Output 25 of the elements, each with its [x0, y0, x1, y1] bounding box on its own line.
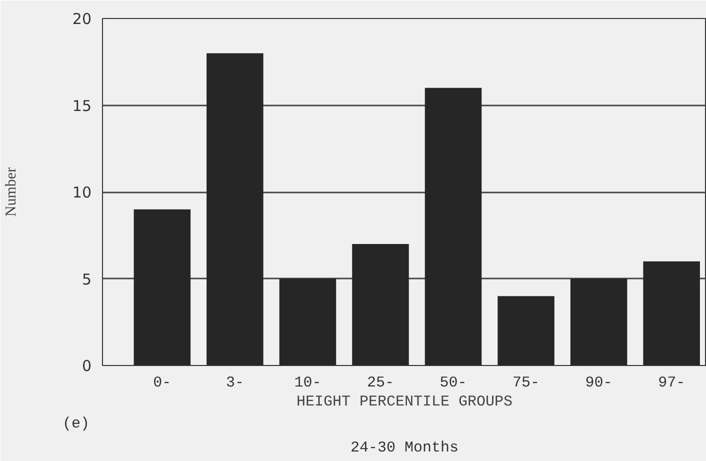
- y-tick-label: 15: [72, 96, 92, 115]
- bar: [424, 88, 482, 366]
- bar: [498, 296, 554, 366]
- bar: [352, 244, 409, 366]
- bar: [206, 53, 264, 366]
- x-tick-label: 50-: [440, 374, 467, 392]
- x-tick-label: 90-: [585, 374, 612, 392]
- bar: [643, 261, 700, 366]
- x-tick-label: 10-: [294, 374, 322, 392]
- text: (e): [62, 416, 90, 432]
- y-tick-label: 10: [72, 184, 92, 202]
- bar: [279, 278, 336, 366]
- y-tick-label: 20: [72, 10, 92, 28]
- text: 24-30 Months: [350, 440, 459, 456]
- x-tick-label: 25-: [366, 374, 394, 392]
- x-tick-label: 97-: [658, 374, 686, 392]
- bar: [134, 209, 191, 366]
- x-tick-label: 0-: [153, 374, 172, 392]
- y-tick-label: 5: [82, 270, 92, 288]
- x-tick-label: 75-: [512, 374, 540, 392]
- x-axis-title: HEIGHT PERCENTILE GROUPS: [296, 394, 513, 410]
- y-axis-title: Number: [3, 167, 20, 217]
- bar: [570, 278, 628, 366]
- x-tick-label: 3-: [226, 374, 244, 392]
- y-tick-label: 0: [82, 357, 92, 375]
